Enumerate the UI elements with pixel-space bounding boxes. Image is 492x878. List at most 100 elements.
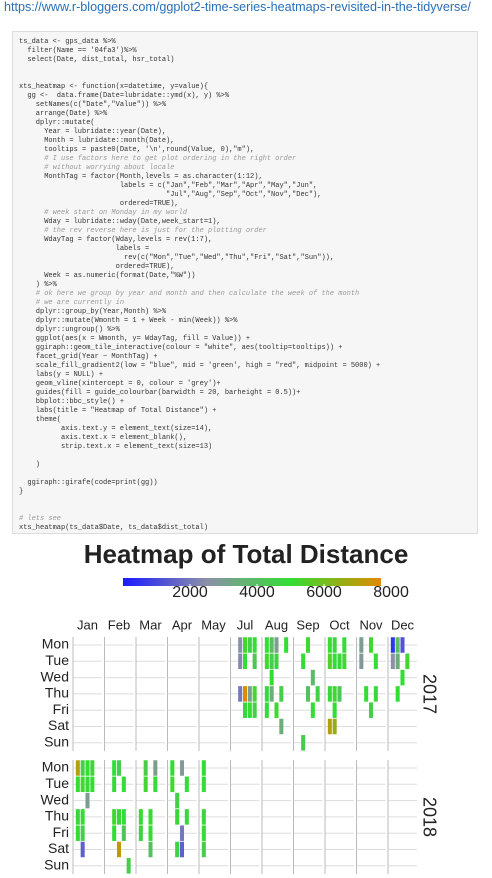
chart-title: Heatmap of Total Distance (84, 540, 409, 569)
heat-cell (85, 792, 90, 809)
heat-cell (279, 686, 284, 702)
heat-cell (395, 653, 400, 670)
code-line: dplyr::ungroup() %>% (19, 326, 120, 334)
heat-cell (332, 686, 337, 702)
heat-cell (284, 637, 289, 653)
heat-cell (337, 653, 342, 670)
heat-cell (138, 825, 143, 841)
heat-cell (184, 809, 189, 825)
heat-cell (252, 653, 257, 670)
weekday-label: Sun (44, 734, 69, 750)
heat-cell (80, 841, 85, 858)
heat-cell (238, 686, 243, 702)
heat-cell (264, 686, 269, 702)
code-line: filter(Name == '04fa3')%>% (19, 47, 137, 55)
heat-cell (80, 776, 85, 793)
heat-cell (395, 686, 400, 702)
month-strip-label: Aug (265, 617, 288, 632)
source-link[interactable]: https://www.r-bloggers.com/ggplot2-time-… (4, 0, 471, 14)
heat-cell (368, 702, 374, 718)
heat-cell (80, 825, 85, 841)
heat-cell (395, 637, 400, 653)
code-line: select(Date, dist_total, hsr_total) (19, 56, 175, 64)
heat-cell (153, 776, 158, 793)
heat-cell (175, 792, 180, 809)
heat-cell (138, 809, 143, 825)
heat-cell (148, 825, 153, 841)
weekday-label: Tue (45, 775, 69, 791)
heat-cell (242, 637, 248, 653)
code-line: # week start on Monday in my world (19, 209, 188, 217)
heat-cell (179, 825, 185, 841)
code-line: strip.text.x = element_text(size=13) (19, 443, 213, 451)
heat-cell (85, 760, 90, 776)
weekday-label: Wed (40, 668, 69, 684)
heat-cell (116, 760, 122, 776)
heat-cell (332, 653, 337, 670)
heat-cell (242, 702, 248, 718)
heat-cell (201, 841, 206, 858)
heat-cell (170, 776, 175, 793)
month-strip-label: Apr (172, 617, 193, 632)
code-line: arrange(Date) %>% (19, 110, 108, 118)
code-line: ordered=TRUE), (19, 200, 179, 208)
heat-cell (148, 809, 153, 825)
heat-cell (75, 760, 80, 776)
heat-cell (80, 760, 85, 776)
heat-cell (390, 637, 395, 653)
heat-cell (90, 760, 95, 776)
code-line: WdayTag = factor(Wday,levels = rev(1:7), (19, 236, 213, 244)
heat-cell (247, 637, 252, 653)
heat-cell (175, 809, 180, 825)
code-line: ) %>% (19, 281, 57, 289)
year-strip-label: 2017 (419, 674, 439, 714)
heat-cell (201, 825, 206, 841)
heat-cell (359, 637, 364, 653)
code-line: } (19, 488, 24, 496)
code-line: # lets see (19, 515, 62, 523)
code-line: # the rev reverse here is just for the p… (19, 227, 267, 235)
weekday-label: Fri (53, 824, 69, 840)
heat-cell (310, 702, 315, 718)
weekday-label: Wed (40, 791, 69, 807)
code-line: facet_grid(Year ~ MonthTag) + (19, 353, 158, 361)
heat-cell (112, 825, 117, 841)
heat-cell (390, 653, 395, 670)
heat-cell (368, 637, 374, 653)
code-line: # without worrying about locale (19, 164, 175, 172)
code-line: rev(c("Mon","Tue","Wed","Thu","Fri","Sat… (19, 254, 335, 262)
heat-cell (116, 841, 122, 858)
heat-cell (201, 760, 206, 776)
code-block: ts_data <- gps_data %>% filter(Name == '… (12, 31, 478, 534)
legend-tick-label: 2000 (172, 584, 208, 601)
heat-cell (274, 702, 279, 718)
code-line: ggplot(aes(x = Wmonth, y= WdayTag, fill … (19, 335, 251, 343)
heat-cell (337, 686, 342, 702)
code-line: axis.text.y = element_text(size=14), (19, 425, 213, 433)
heat-cell (269, 686, 274, 702)
heat-cell (80, 809, 85, 825)
heat-cell (274, 637, 279, 653)
heat-cell (143, 776, 148, 793)
code-line: Wday = lubridate::wday(Date,week_start=1… (19, 218, 221, 226)
heat-cell (364, 686, 369, 702)
weekday-label: Fri (53, 701, 69, 717)
heat-cell (247, 686, 252, 702)
code-line: ordered=TRUE), (19, 263, 175, 271)
code-line: theme( (19, 416, 62, 424)
heat-cell (148, 841, 153, 858)
heat-cell (201, 776, 206, 793)
legend-tick-label: 4000 (239, 584, 275, 601)
heat-cell (184, 776, 189, 793)
month-strip-label: Oct (329, 617, 350, 632)
heat-cell (252, 637, 257, 653)
heat-cell (126, 858, 131, 874)
colorbar (123, 578, 381, 586)
weekday-label: Thu (45, 808, 69, 824)
code-line: # ok here we group by year and month and… (19, 290, 360, 298)
month-strip-label: Jul (237, 617, 254, 632)
heat-cell (301, 735, 306, 751)
heat-cell (264, 702, 269, 718)
heat-cell (400, 637, 405, 653)
heat-cell (373, 686, 378, 702)
